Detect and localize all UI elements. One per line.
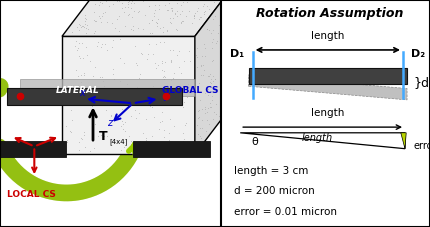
Text: error: error (413, 141, 430, 151)
Text: GLOBAL CS: GLOBAL CS (162, 86, 218, 95)
Text: length: length (302, 133, 333, 143)
Text: error = 0.01 micron: error = 0.01 micron (234, 207, 337, 217)
Text: length = 3 cm: length = 3 cm (234, 166, 308, 176)
Polygon shape (62, 36, 195, 154)
Text: }d: }d (413, 76, 429, 89)
Text: z: z (107, 118, 112, 128)
Polygon shape (6, 88, 181, 105)
Text: LATERAL: LATERAL (55, 86, 99, 95)
Polygon shape (133, 141, 210, 157)
Polygon shape (0, 141, 66, 157)
Text: θ: θ (252, 137, 258, 147)
Text: D₁: D₁ (230, 49, 244, 59)
Text: T: T (98, 130, 107, 143)
Text: LOCAL CS: LOCAL CS (6, 190, 55, 199)
Text: x: x (79, 88, 85, 98)
Polygon shape (62, 0, 226, 36)
Text: d = 200 micron: d = 200 micron (234, 186, 315, 196)
Text: Rotation Assumption: Rotation Assumption (256, 7, 404, 20)
Text: [4x4]: [4x4] (110, 138, 128, 145)
Polygon shape (401, 133, 406, 149)
Polygon shape (195, 0, 226, 154)
Text: length: length (311, 31, 344, 41)
Text: D₂: D₂ (411, 49, 425, 59)
Polygon shape (20, 79, 195, 96)
Polygon shape (249, 75, 407, 100)
Bar (249, 68, 407, 84)
Text: length: length (311, 108, 344, 118)
Text: y: y (163, 91, 169, 101)
